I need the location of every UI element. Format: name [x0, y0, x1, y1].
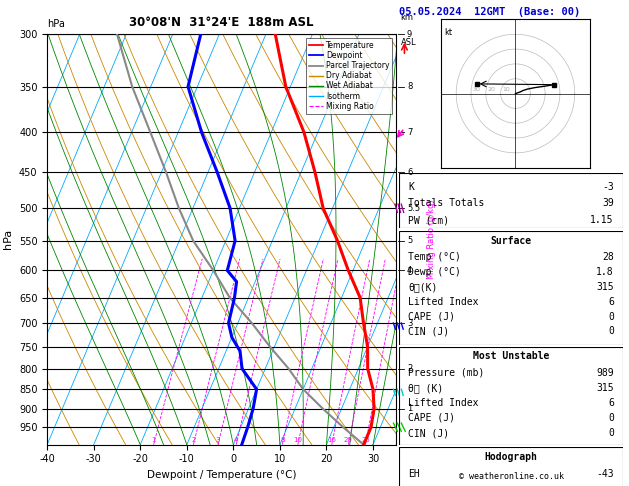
- Text: 1: 1: [152, 436, 156, 443]
- Text: 16: 16: [327, 436, 337, 443]
- Text: EH: EH: [408, 469, 420, 479]
- Text: 4: 4: [407, 266, 412, 275]
- Text: 25: 25: [361, 436, 370, 443]
- Text: 05.05.2024  12GMT  (Base: 00): 05.05.2024 12GMT (Base: 00): [399, 7, 581, 17]
- Text: θᴇ (K): θᴇ (K): [408, 383, 443, 393]
- Text: 8: 8: [407, 82, 413, 91]
- Text: 0: 0: [608, 327, 614, 336]
- Text: hPa: hPa: [47, 19, 65, 29]
- Text: © weatheronline.co.uk: © weatheronline.co.uk: [459, 472, 564, 481]
- Text: -43: -43: [596, 469, 614, 479]
- Text: 0: 0: [608, 428, 614, 438]
- Legend: Temperature, Dewpoint, Parcel Trajectory, Dry Adiabat, Wet Adiabat, Isotherm, Mi: Temperature, Dewpoint, Parcel Trajectory…: [306, 38, 392, 114]
- Text: 2: 2: [191, 436, 196, 443]
- Text: 5: 5: [407, 236, 412, 245]
- Text: 39: 39: [602, 198, 614, 208]
- Text: 1.15: 1.15: [590, 215, 614, 225]
- Text: 30: 30: [472, 87, 481, 91]
- Text: 7: 7: [407, 128, 413, 137]
- Text: CIN (J): CIN (J): [408, 327, 450, 336]
- Text: 8: 8: [280, 436, 284, 443]
- Text: 2: 2: [407, 364, 412, 373]
- Text: 6: 6: [608, 398, 614, 408]
- Text: 0: 0: [608, 413, 614, 423]
- Text: K: K: [408, 181, 415, 191]
- Text: CIN (J): CIN (J): [408, 428, 450, 438]
- X-axis label: Dewpoint / Temperature (°C): Dewpoint / Temperature (°C): [147, 470, 296, 480]
- Text: 989: 989: [596, 368, 614, 378]
- Text: 28: 28: [602, 252, 614, 262]
- Text: 4: 4: [234, 436, 238, 443]
- Text: ASL: ASL: [401, 38, 416, 47]
- Text: 6: 6: [608, 296, 614, 307]
- Text: 315: 315: [596, 282, 614, 292]
- Text: -3: -3: [602, 181, 614, 191]
- Text: 0: 0: [608, 312, 614, 322]
- Text: 20: 20: [344, 436, 353, 443]
- Text: 9: 9: [407, 30, 412, 38]
- Text: Pressure (mb): Pressure (mb): [408, 368, 485, 378]
- Text: 6: 6: [407, 168, 413, 177]
- Y-axis label: hPa: hPa: [3, 229, 13, 249]
- Text: 315: 315: [596, 383, 614, 393]
- Text: 1: 1: [407, 404, 412, 413]
- Text: PW (cm): PW (cm): [408, 215, 450, 225]
- Text: 5.5: 5.5: [407, 204, 420, 213]
- Text: km: km: [401, 13, 414, 22]
- Text: kt: kt: [444, 28, 452, 37]
- Text: Most Unstable: Most Unstable: [473, 351, 549, 361]
- Text: Dewp (°C): Dewp (°C): [408, 267, 461, 277]
- Text: 10: 10: [293, 436, 303, 443]
- Text: Hodograph: Hodograph: [484, 452, 538, 462]
- Text: Surface: Surface: [491, 236, 532, 246]
- Text: 20: 20: [487, 87, 495, 91]
- Text: Temp (°C): Temp (°C): [408, 252, 461, 262]
- Text: CAPE (J): CAPE (J): [408, 312, 455, 322]
- Text: θᴇ(K): θᴇ(K): [408, 282, 438, 292]
- Text: 3: 3: [407, 318, 413, 328]
- Text: Lifted Index: Lifted Index: [408, 296, 479, 307]
- Text: 1.8: 1.8: [596, 267, 614, 277]
- Text: Totals Totals: Totals Totals: [408, 198, 485, 208]
- Text: Mixing Ratio (g/kg): Mixing Ratio (g/kg): [426, 200, 436, 279]
- Text: 10: 10: [502, 87, 510, 91]
- Text: CAPE (J): CAPE (J): [408, 413, 455, 423]
- Text: Lifted Index: Lifted Index: [408, 398, 479, 408]
- Text: 30°08'N  31°24'E  188m ASL: 30°08'N 31°24'E 188m ASL: [130, 16, 314, 29]
- Text: 3: 3: [216, 436, 220, 443]
